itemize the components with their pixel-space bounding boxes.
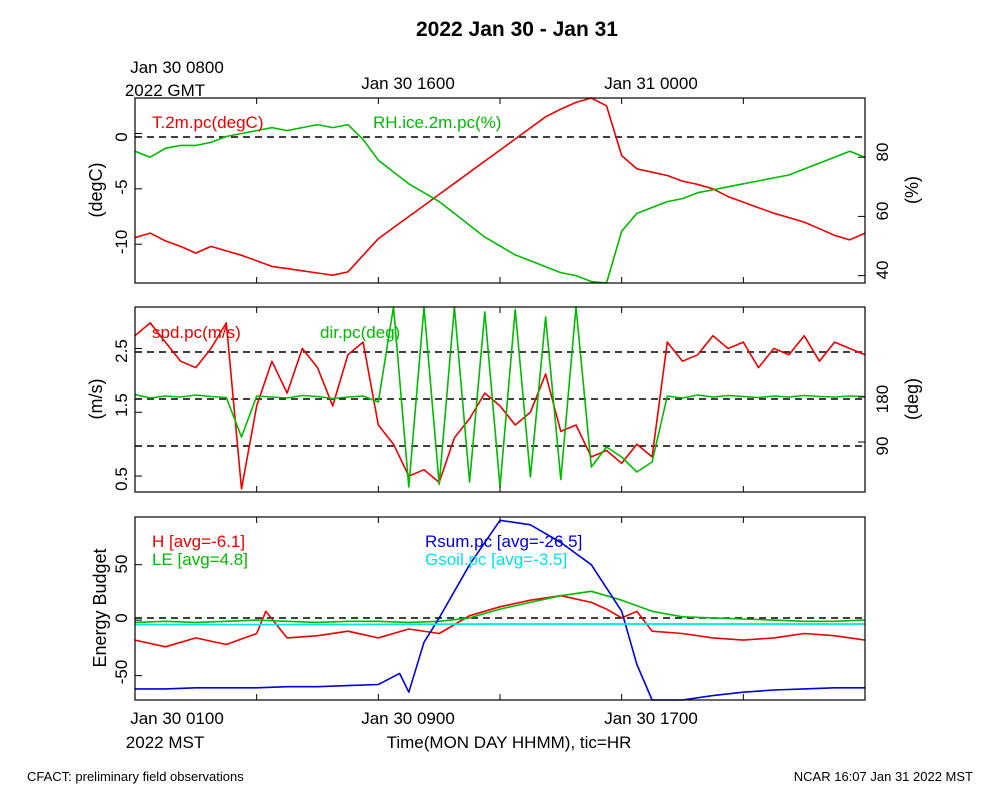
bottom-axis-label-0900: Jan 30 0900 (361, 709, 455, 728)
legend-gsoil: Gsoil.pc [avg=-3.5] (425, 550, 567, 569)
y-tick-label: 0 (112, 132, 131, 141)
footer-right-stamp: NCAR 16:07 Jan 31 2022 MST (794, 769, 973, 784)
series-line-t-2m-pc (134, 97, 866, 277)
y-right-tick-label: 60 (873, 202, 892, 221)
legend-h: H [avg=-6.1] (152, 532, 245, 551)
series-line-rh-ice-2m-pc (134, 123, 866, 284)
panel-energy-budget: 50 0 -50 Energy Budget H [avg=-6.1] LE [… (90, 516, 866, 701)
legend-spd: spd.pc(m/s) (152, 323, 241, 342)
y-right-tick-label: 80 (873, 143, 892, 162)
top-axis-first-label: Jan 30 0800 (130, 58, 224, 77)
y-tick-label: 50 (112, 555, 131, 574)
panel-temperature-humidity: 0 -5 -10 80 60 40 (degC) (%) T.2m.pc(deg… (86, 97, 922, 284)
top-axis-label-1600: Jan 30 1600 (361, 74, 455, 93)
y-tick-label: 0 (112, 613, 131, 622)
legend-le: LE [avg=4.8] (152, 550, 248, 569)
x-axis-title: Time(MON DAY HHMM), tic=HR (387, 733, 632, 752)
y-tick-label: 2.5 (112, 339, 131, 363)
y-axis-label-right: (%) (902, 176, 922, 204)
y-tick-label: -10 (112, 230, 131, 255)
y-tick-label: -50 (112, 660, 131, 685)
y-axis-label-energy: Energy Budget (90, 548, 110, 667)
top-axis-label-0000: Jan 31 0000 (604, 74, 698, 93)
chart-title: 2022 Jan 30 - Jan 31 (416, 18, 618, 41)
y-axis-label-left: (m/s) (86, 379, 106, 420)
y-right-tick-label: 40 (873, 261, 892, 280)
series-line-h (134, 594, 866, 648)
legend-rh-ice: RH.ice.2m.pc(%) (373, 113, 501, 132)
legend-dir: dir.pc(deg) (320, 323, 400, 342)
legend-t2m: T.2m.pc(degC) (152, 113, 263, 132)
series-line-gsoil-pc (135, 623, 865, 626)
series-line-rsum-pc (135, 519, 865, 701)
y-right-tick-label: 90 (873, 437, 892, 456)
bottom-axis-first-label: Jan 30 0100 (130, 709, 224, 728)
y-axis-label-left: (degC) (86, 162, 106, 217)
series-line-dir-pc (134, 306, 866, 488)
y-right-tick-label: 180 (873, 385, 892, 413)
footer-left-note: CFACT: preliminary field observations (27, 769, 244, 784)
y-axis-label-right: (deg) (902, 378, 922, 420)
series-line-spd-pc (134, 322, 866, 490)
bottom-axis-first-sublabel: 2022 MST (126, 733, 204, 752)
y-tick-label: 0.5 (112, 467, 131, 491)
panel-wind: 2.5 1.5 0.5 180 90 (m/s) (deg) spd.pc(m/… (86, 306, 922, 493)
bottom-axis-label-1700: Jan 30 1700 (604, 709, 698, 728)
y-tick-label: 1.5 (112, 393, 131, 417)
y-tick-label: -5 (112, 179, 131, 194)
series-line-le (134, 590, 866, 624)
top-axis-first-sublabel: 2022 GMT (125, 81, 205, 100)
legend-rsum: Rsum.pc [avg=-26.5] (425, 532, 582, 551)
